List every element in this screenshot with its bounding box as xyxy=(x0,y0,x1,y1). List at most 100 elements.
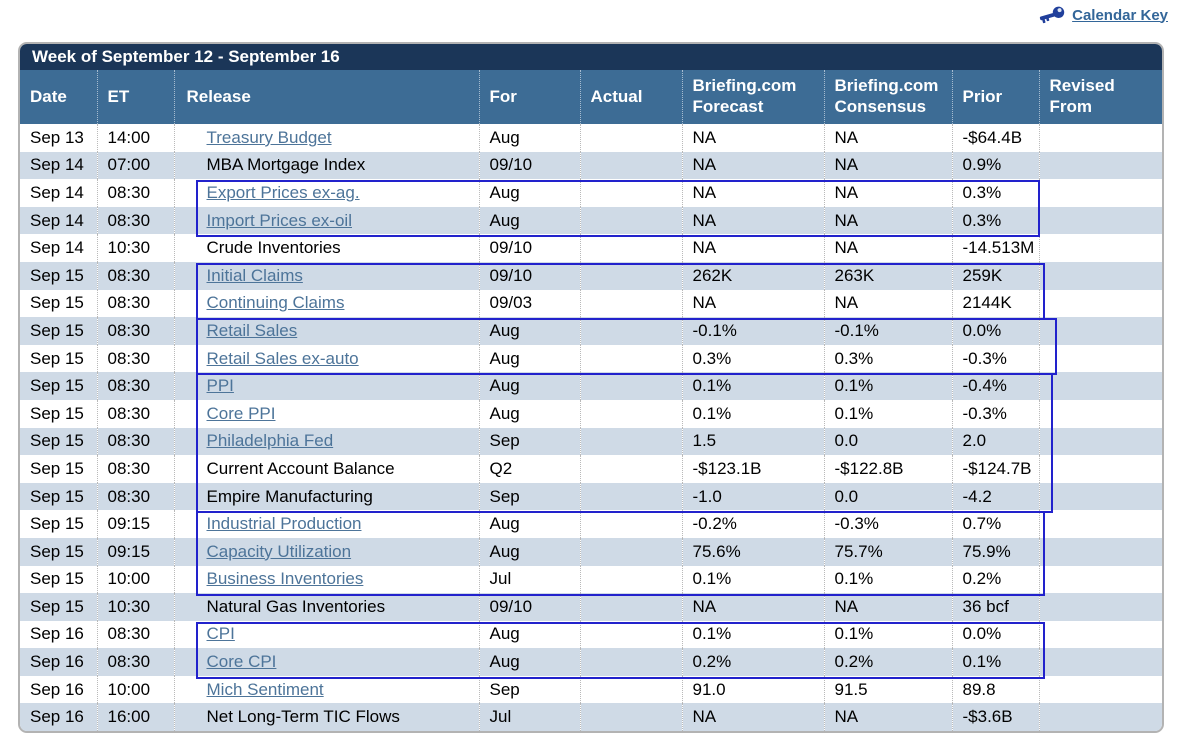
release-link[interactable]: Mich Sentiment xyxy=(206,679,324,699)
cell-for: 09/10 xyxy=(479,234,581,262)
table-row: Sep 15 10:00 Business Inventories Jul 0.1% 0.… xyxy=(20,565,1162,594)
cell-revised xyxy=(1039,124,1162,152)
release-link[interactable]: Retail Sales ex-auto xyxy=(206,348,359,368)
cell-consensus: 263K xyxy=(824,261,953,290)
cell-for: Aug xyxy=(479,206,581,235)
cell-consensus: NA xyxy=(824,124,953,152)
release-link[interactable]: CPI xyxy=(206,624,235,644)
cell-et: 10:00 xyxy=(97,565,175,594)
table-row: Sep 15 09:15 Capacity Utilization Aug 75.6% 7… xyxy=(20,537,1162,566)
col-header-prior: Prior xyxy=(952,70,1040,124)
cell-prior: 0.9% xyxy=(952,151,1040,180)
cell-release: Capacity Utilization xyxy=(174,537,480,566)
release-link[interactable]: Capacity Utilization xyxy=(206,541,352,561)
cell-actual xyxy=(580,427,683,456)
cell-release: Continuing Claims xyxy=(174,289,480,318)
release-link[interactable]: Import Prices ex-oil xyxy=(206,210,352,230)
cell-et: 08:30 xyxy=(97,648,175,676)
release-link[interactable]: Business Inventories xyxy=(206,569,364,589)
cell-release: Core PPI xyxy=(174,399,480,428)
cell-consensus: 0.1% xyxy=(824,620,953,649)
cell-revised xyxy=(1039,372,1162,400)
release-link[interactable]: Industrial Production xyxy=(206,514,362,534)
cell-prior: 2144K xyxy=(952,289,1040,318)
release-link[interactable]: Philadelphia Fed xyxy=(206,431,334,451)
cell-actual xyxy=(580,317,683,345)
cell-date: Sep 15 xyxy=(20,289,98,318)
table-row: Sep 15 08:30 Core PPI Aug 0.1% 0.1% -0.3% xyxy=(20,399,1162,428)
cell-et: 10:30 xyxy=(97,234,175,262)
release-link[interactable]: Core PPI xyxy=(206,403,276,423)
cell-for: Aug xyxy=(479,648,581,676)
cell-consensus: NA xyxy=(824,179,953,207)
table-row: Sep 16 08:30 CPI Aug 0.1% 0.1% 0.0% xyxy=(20,620,1162,649)
cell-consensus: 0.0 xyxy=(824,482,953,511)
col-header-briefing-forecast: Briefing.com Forecast xyxy=(682,70,825,124)
header-row: Date ET Release For Actual Briefing.com … xyxy=(20,70,1162,124)
release-link[interactable]: Initial Claims xyxy=(206,265,303,285)
cell-prior: -0.4% xyxy=(952,372,1040,400)
cell-date: Sep 14 xyxy=(20,179,98,207)
cell-forecast: -0.2% xyxy=(682,510,825,538)
cell-actual xyxy=(580,675,683,704)
table-row: Sep 15 08:30 Initial Claims 09/10 262K 263K 25… xyxy=(20,261,1162,290)
cell-prior: 75.9% xyxy=(952,537,1040,566)
cell-release: Retail Sales ex-auto xyxy=(174,344,480,373)
release-link[interactable]: Export Prices ex-ag. xyxy=(206,182,360,202)
cell-release: Export Prices ex-ag. xyxy=(174,179,480,207)
cell-date: Sep 15 xyxy=(20,537,98,566)
col-header-for: For xyxy=(479,70,581,124)
cell-prior: 0.0% xyxy=(952,620,1040,649)
cell-actual xyxy=(580,620,683,649)
cell-actual xyxy=(580,455,683,483)
col-header-et: ET xyxy=(97,70,175,124)
release-link[interactable]: Core CPI xyxy=(206,652,277,672)
cell-for: Aug xyxy=(479,124,581,152)
cell-release: Philadelphia Fed xyxy=(174,427,480,456)
cell-revised xyxy=(1039,703,1162,732)
cell-consensus: NA xyxy=(824,703,953,732)
cell-actual xyxy=(580,372,683,400)
table-row: Sep 15 08:30 Current Account Balance Q2 -$12… xyxy=(20,455,1162,483)
cell-consensus: 75.7% xyxy=(824,537,953,566)
cell-forecast: 0.3% xyxy=(682,344,825,373)
cell-date: Sep 16 xyxy=(20,675,98,704)
cell-et: 10:30 xyxy=(97,593,175,621)
cell-et: 08:30 xyxy=(97,482,175,511)
col-header-date: Date xyxy=(20,70,98,124)
table-row: Sep 15 09:15 Industrial Production Aug -0.2%… xyxy=(20,510,1162,538)
table-row: Sep 14 08:30 Import Prices ex-oil Aug NA NA 0.… xyxy=(20,206,1162,235)
cell-revised xyxy=(1039,151,1162,180)
cell-date: Sep 15 xyxy=(20,593,98,621)
cell-actual xyxy=(580,703,683,732)
cell-et: 08:30 xyxy=(97,344,175,373)
cell-revised xyxy=(1039,234,1162,262)
release-link[interactable]: PPI xyxy=(206,376,234,396)
table-row: Sep 13 14:00 Treasury Budget Aug NA NA -$64.4B xyxy=(20,124,1162,152)
cell-consensus: -0.3% xyxy=(824,510,953,538)
release-link[interactable]: Treasury Budget xyxy=(206,127,332,147)
cell-consensus: -0.1% xyxy=(824,317,953,345)
cell-et: 16:00 xyxy=(97,703,175,732)
calendar-key-link[interactable]: Calendar Key xyxy=(1072,6,1168,24)
cell-consensus: 0.3% xyxy=(824,344,953,373)
cell-for: Jul xyxy=(479,703,581,732)
cell-actual xyxy=(580,510,683,538)
cell-forecast: NA xyxy=(682,234,825,262)
table-row: Sep 15 08:30 Empire Manufacturing Sep -1.0 0.… xyxy=(20,482,1162,511)
cell-forecast: -$123.1B xyxy=(682,455,825,483)
cell-et: 08:30 xyxy=(97,261,175,290)
cell-for: 09/10 xyxy=(479,593,581,621)
release-link[interactable]: Retail Sales xyxy=(206,320,298,340)
cell-forecast: NA xyxy=(682,151,825,180)
cell-prior: 0.3% xyxy=(952,179,1040,207)
cell-revised xyxy=(1039,206,1162,235)
release-link[interactable]: Continuing Claims xyxy=(206,293,345,313)
cell-actual xyxy=(580,399,683,428)
cell-forecast: NA xyxy=(682,179,825,207)
col-header-briefing-consensus: Briefing.com Consensus xyxy=(824,70,953,124)
cell-actual xyxy=(580,206,683,235)
calendar-key: Calendar Key xyxy=(1039,6,1168,24)
table-row: Sep 15 08:30 Philadelphia Fed Sep 1.5 0.0 2.0 xyxy=(20,427,1162,456)
cell-forecast: NA xyxy=(682,289,825,318)
